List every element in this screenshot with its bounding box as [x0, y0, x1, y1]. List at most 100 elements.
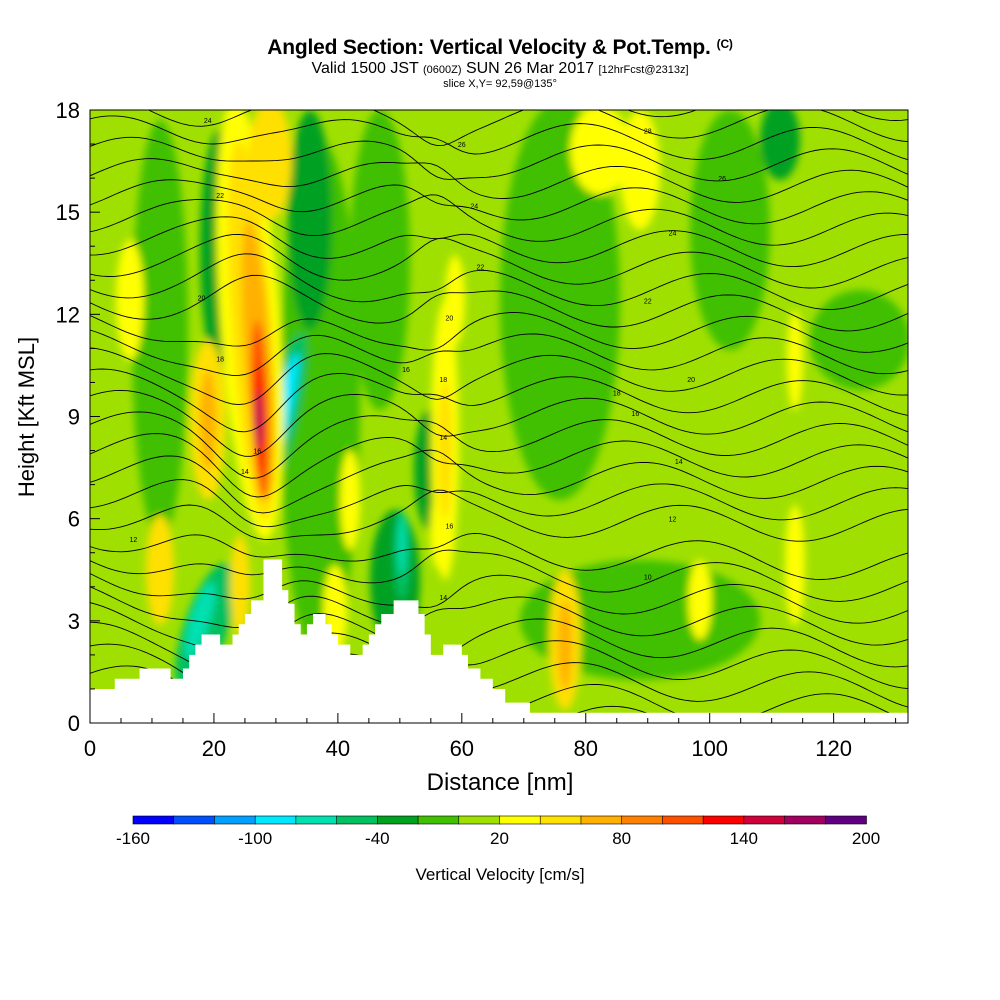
terrain [90, 559, 908, 723]
x-axis: 0 20 40 60 80 100 120 [84, 713, 897, 761]
updraft [688, 560, 712, 640]
isentrope [90, 586, 908, 646]
isentrope-label: 14 [439, 595, 447, 602]
updraft [445, 255, 465, 345]
colorbar-tick-label: -40 [365, 829, 390, 848]
sink-band [690, 110, 770, 350]
isentrope [90, 216, 908, 268]
y-axis-label: Height [Kft MSL] [14, 337, 39, 497]
y-axis: 0 3 6 9 12 15 18 [56, 98, 100, 736]
colorbar-tick-label: -160 [116, 829, 150, 848]
chart-slice-info: slice X,Y= 92,59@135° [443, 78, 557, 90]
isentrope-label: 18 [613, 391, 621, 398]
sink-band [810, 290, 908, 390]
isentrope-labels: 12 14 16 18 20 22 24 14 16 14 18 16 20 22 24 26 10 12 14 16… [129, 118, 726, 602]
colorbar-tick-label: 200 [852, 829, 880, 848]
colorbar-swatch [336, 815, 379, 825]
chart-title: Angled Section: Vertical Velocity & Pot.… [0, 36, 1000, 60]
sink-core [760, 110, 800, 180]
subtitle-date: SUN 26 Mar 2017 [465, 60, 595, 77]
colorbar-tick-label: 140 [730, 829, 758, 848]
colorbar-swatch [254, 815, 297, 825]
colorbar-title: Vertical Velocity [cm/s] [415, 865, 584, 884]
velocity-field: 12 14 16 18 20 22 24 14 16 14 18 16 20 22 24 26 10 12 14 16… [90, 110, 908, 723]
sink-band [132, 120, 188, 540]
isentrope-label: 24 [204, 118, 212, 125]
isentrope-label: 22 [216, 193, 224, 200]
title-unit: (C) [716, 37, 733, 51]
colorbar-swatch [295, 815, 338, 825]
isentrope [147, 110, 908, 147]
x-tick-label: 80 [574, 736, 598, 761]
colorbar-swatch [214, 815, 256, 825]
colorbar-swatch [173, 815, 216, 825]
subtitle-valid: Valid 1500 JST [311, 60, 419, 77]
isentrope-label: 22 [477, 265, 485, 272]
subtitle-forecast: [12hrFcst@2313z] [598, 64, 689, 76]
isentrope-label: 12 [129, 537, 137, 544]
x-tick-label: 20 [202, 736, 226, 761]
colorbar-tick-label: 20 [490, 829, 509, 848]
colorbar-swatch [377, 815, 419, 825]
y-tick-label: 15 [56, 200, 80, 225]
updraft-core [558, 600, 572, 690]
isentrope-label: 12 [669, 517, 677, 524]
updraft [230, 535, 250, 635]
y-tick-label: 18 [56, 98, 80, 123]
colorbar-swatch [743, 815, 786, 825]
isentrope [90, 253, 908, 310]
colorbar-tick-label: 80 [612, 829, 631, 848]
colorbar-swatch [132, 815, 175, 825]
isentrope [90, 479, 908, 528]
isentrope-label: 16 [446, 523, 454, 530]
y-tick-label: 9 [68, 405, 80, 430]
colorbar-swatch [458, 815, 501, 825]
isentrope-label: 16 [402, 367, 410, 374]
isentrope-label: 22 [644, 299, 652, 306]
isentrope [90, 368, 908, 433]
x-axis-label: Distance [nm] [427, 769, 574, 796]
x-tick-label: 40 [326, 736, 350, 761]
isentrope [90, 194, 908, 246]
isentrope [90, 179, 908, 225]
isentrope [90, 449, 908, 514]
updraft-core [256, 390, 262, 450]
isentrope-label: 14 [241, 469, 249, 476]
isentrope-label: 26 [718, 176, 726, 183]
downdraft-core [184, 581, 216, 659]
colorbar-swatch [702, 815, 745, 825]
updraft [785, 505, 805, 625]
isentrope [90, 115, 908, 161]
colorbar-swatch [784, 815, 827, 825]
isentrope [90, 158, 908, 203]
colorbar-swatch [621, 815, 664, 825]
x-tick-label: 100 [691, 736, 728, 761]
isentrope-label: 18 [439, 377, 447, 384]
isentrope-label: 20 [198, 295, 206, 302]
colorbar-swatch [417, 815, 460, 825]
isentrope-label: 20 [446, 316, 454, 323]
colorbar-tick-label: -100 [238, 829, 272, 848]
isentrope-label: 18 [216, 357, 224, 364]
x-tick-label: 0 [84, 736, 96, 761]
isentrope-label: 24 [669, 231, 677, 238]
title-line1: Angled Section: Vertical Velocity & Pot.… [267, 36, 711, 59]
isentrope [90, 136, 908, 182]
isentrope [90, 532, 908, 580]
updraft [340, 450, 360, 550]
isentrope-label: 14 [439, 435, 447, 442]
downdraft-core [398, 515, 406, 575]
isentrope [90, 329, 908, 376]
colorbar-swatch [499, 815, 542, 825]
isentrope [90, 433, 908, 498]
isentrope [90, 549, 908, 602]
sink-band [350, 110, 410, 410]
colorbar-swatch [824, 815, 867, 825]
x-tick-label: 60 [450, 736, 474, 761]
isentrope-label: 10 [644, 575, 652, 582]
colorbar-swatch [662, 815, 704, 825]
x-tick-label: 120 [815, 736, 852, 761]
y-tick-label: 12 [56, 302, 80, 327]
sink-core [288, 110, 332, 330]
